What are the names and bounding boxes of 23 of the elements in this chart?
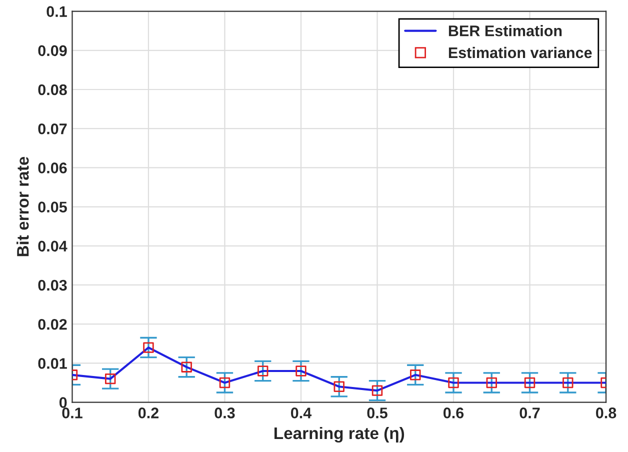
y-tick-label: 0.07 bbox=[38, 123, 67, 134]
x-tick-label: 0.8 bbox=[596, 408, 616, 418]
y-tick-label: 0.04 bbox=[38, 240, 68, 252]
x-tick-label: 0.5 bbox=[367, 408, 388, 418]
x-tick-label: 0.4 bbox=[290, 408, 312, 418]
x-tick-label: 0.2 bbox=[138, 408, 158, 418]
y-tick-label: 0.1 bbox=[46, 6, 67, 17]
y-tick-label: 0.01 bbox=[38, 358, 67, 369]
legend-label: Estimation variance bbox=[448, 46, 592, 58]
x-tick-label: 0.6 bbox=[443, 408, 464, 418]
y-tick-label: 0.03 bbox=[38, 280, 67, 291]
y-tick-label: 0.02 bbox=[38, 318, 67, 330]
x-tick-label: 0.3 bbox=[214, 408, 235, 418]
legend-label: BER Estimation bbox=[448, 25, 562, 36]
y-tick-label: 0.08 bbox=[38, 84, 67, 96]
y-tick-label: 0.05 bbox=[38, 202, 67, 212]
x-tick-label: 0.7 bbox=[520, 408, 540, 418]
y-tick-label: 0.06 bbox=[38, 162, 67, 174]
y-tick-label: 0.09 bbox=[38, 45, 67, 56]
x-axis-title: Learning rate (η) bbox=[274, 426, 404, 443]
y-tick-label: 0 bbox=[59, 397, 67, 408]
x-tick-label: 0.1 bbox=[62, 408, 82, 418]
y-axis-title: Bit error rate bbox=[16, 156, 29, 256]
